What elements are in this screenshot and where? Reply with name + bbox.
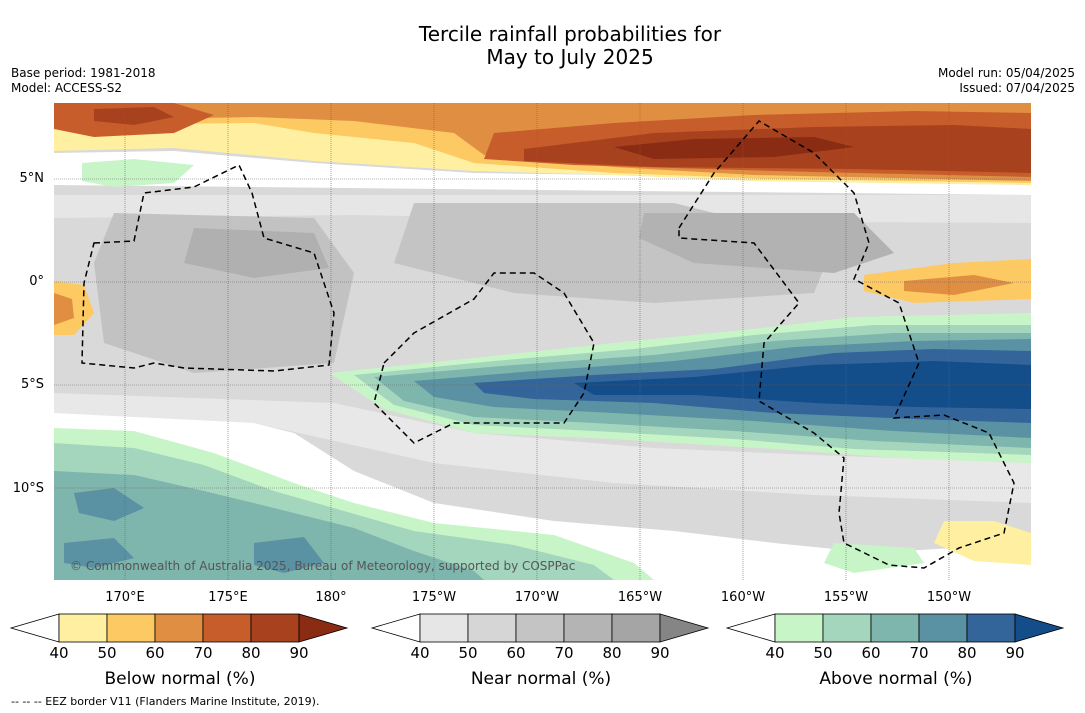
colorbar-below-swatch [154,613,204,643]
colorbar-below-tick: 50 [97,644,117,662]
colorbar-near-tick: 60 [506,644,526,662]
chart-title-line2: May to July 2025 [486,45,654,69]
below-normal-60-east-eq [904,275,1014,295]
colorbar-near-swatch [563,613,613,643]
colorbar-below-tick: 90 [289,644,309,662]
colorbar-below-swatch [250,613,300,643]
colorbar-below-tick: 60 [145,644,165,662]
near-normal-70-blob-west [184,228,329,278]
chart-title-line1: Tercile rainfall probabilities for [418,22,722,46]
below-normal-60-west-edge [54,293,74,325]
near-normal-70-blob-east [639,213,894,273]
lon-tick-180: 180° [315,590,347,605]
colorbar-near-swatch [419,613,469,643]
colorbar-below-swatch [58,613,108,643]
colorbar-above-swatch [822,613,872,643]
lon-tick-175e: 175°E [208,590,248,605]
lon-tick-175w: 175°W [411,590,457,605]
colorbar-above-tick: 60 [861,644,881,662]
lat-tick-10s: 10°S [12,481,44,496]
colorbar-above-min-arrow [726,613,776,643]
model-run: Model run: 05/04/2025 [937,66,1075,80]
below-normal-90-north [614,137,854,159]
colorbar-above-tick: 70 [909,644,929,662]
below-normal-southeast [934,521,1031,565]
colorbar-below-min-arrow [10,613,60,643]
colorbar-near-min-arrow [371,613,421,643]
colorbar-near-swatch [467,613,517,643]
colorbar-near-tick: 90 [650,644,670,662]
eez-footnote: -- -- -- EEZ border V11 (Flanders Marine… [11,695,320,708]
lat-tick-5n: 5°N [19,171,45,186]
colorbar-above-tick: 90 [1005,644,1025,662]
colorbar-above-tick: 80 [957,644,977,662]
rainfall-map: © Commonwealth of Australia 2025, Bureau… [54,103,1031,580]
colorbar-label-near: Near normal (%) [470,669,612,689]
colorbar-below-max-arrow [298,613,349,643]
above-normal-small-north [82,159,194,187]
colorbar-above-tick: 50 [813,644,833,662]
colorbar-near-swatch [611,613,661,643]
map-copyright: © Commonwealth of Australia 2025, Bureau… [70,559,575,573]
lat-tick-0: 0° [29,274,44,289]
lon-tick-170e: 170°E [105,590,145,605]
lat-tick-5s: 5°S [20,377,44,392]
colorbar-near-swatch [515,613,565,643]
colorbar-label-above: Above normal (%) [819,669,973,689]
lon-tick-155w: 155°W [823,590,869,605]
lon-tick-170w: 170°W [514,590,560,605]
colorbar-near-tick: 80 [602,644,622,662]
white-area-north [54,151,1031,195]
model-name: Model: ACCESS-S2 [11,81,123,95]
colorbar-below-swatch [106,613,156,643]
lon-tick-160w: 160°W [720,590,766,605]
lon-tick-165w: 165°W [617,590,663,605]
colorbar-above-swatch [870,613,920,643]
colorbar-label-below: Below normal (%) [104,669,256,689]
colorbar-near-normal [371,613,710,643]
issued-date: Issued: 07/04/2025 [959,81,1075,95]
above-normal-60-southwest [54,471,484,580]
lon-tick-150w: 150°W [926,590,972,605]
colorbar-near-max-arrow [659,613,710,643]
colorbar-above-swatch [774,613,824,643]
colorbar-below-tick: 80 [241,644,261,662]
colorbar-below-tick: 40 [49,644,69,662]
colorbar-above-max-arrow [1014,613,1065,643]
above-normal-70-southwest [64,488,324,573]
colorbar-above-swatch [918,613,968,643]
colorbar-near-tick: 40 [410,644,430,662]
colorbar-above-normal [726,613,1065,643]
colorbar-near-tick: 50 [458,644,478,662]
colorbar-above-swatch [966,613,1016,643]
colorbar-below-swatch [202,613,252,643]
colorbar-near-tick: 70 [554,644,574,662]
below-normal-80-north [94,107,1031,173]
colorbar-below-tick: 70 [193,644,213,662]
colorbar-above-tick: 40 [765,644,785,662]
colorbar-below-normal [10,613,349,643]
near-normal-40-south [54,393,1031,503]
eez-borders [81,120,1015,569]
base-period: Base period: 1981-2018 [11,66,156,80]
